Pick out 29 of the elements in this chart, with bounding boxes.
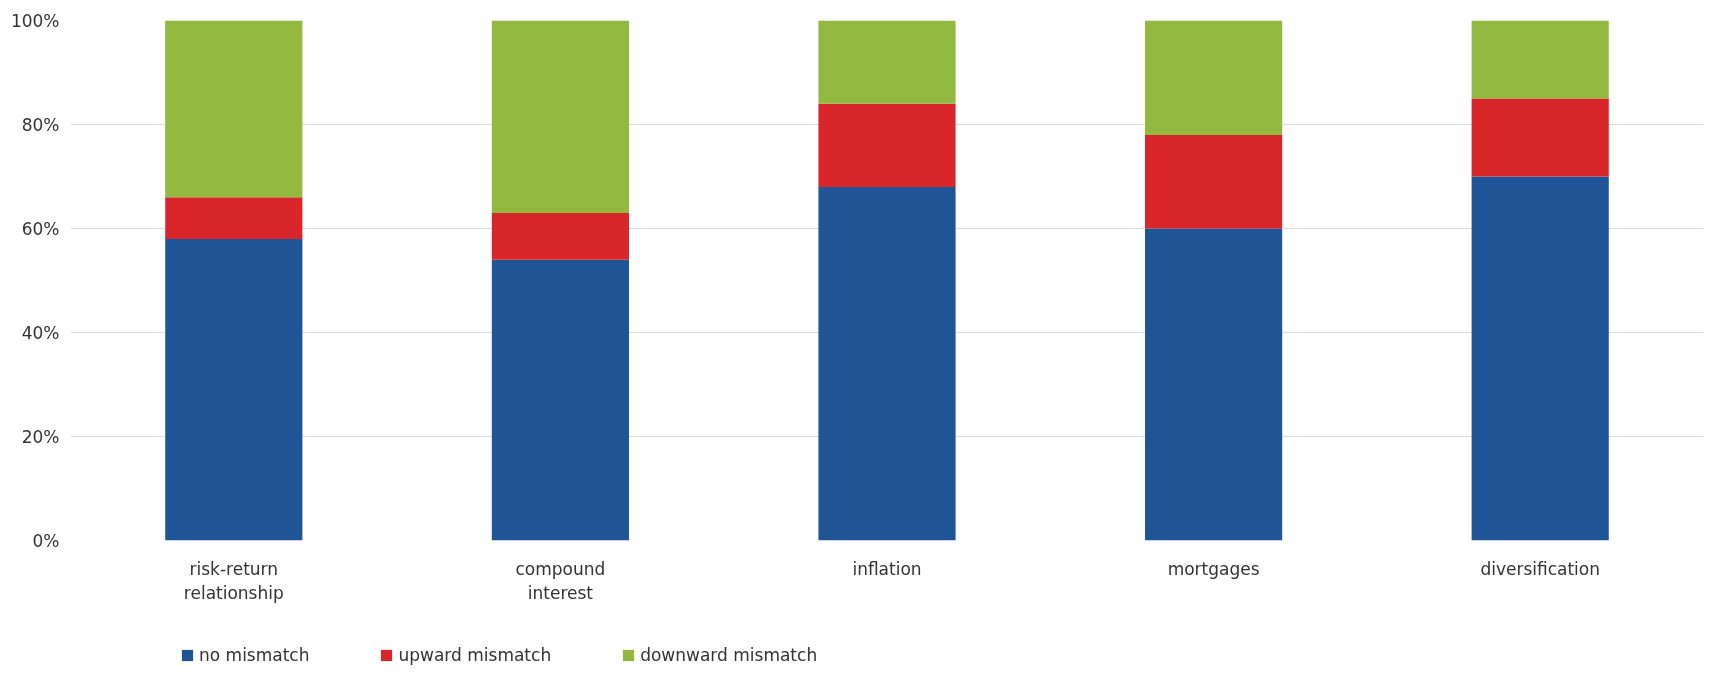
bar bbox=[1471, 20, 1609, 99]
bar bbox=[1471, 98, 1609, 177]
bar bbox=[165, 20, 303, 198]
y-tick-label: 100% bbox=[10, 10, 60, 31]
y-tick-label: 40% bbox=[21, 322, 60, 343]
legend-label: upward mismatch bbox=[398, 645, 552, 665]
bar bbox=[1471, 176, 1609, 541]
bar bbox=[818, 20, 956, 104]
y-tick-label: 20% bbox=[21, 426, 60, 447]
x-tick-label: diversification bbox=[1480, 558, 1601, 579]
x-tick-label: inflation bbox=[852, 558, 922, 579]
x-tick-label: mortgages bbox=[1167, 558, 1260, 579]
y-tick-label: 80% bbox=[21, 114, 60, 135]
legend-label: no mismatch bbox=[199, 645, 310, 665]
bar bbox=[165, 238, 303, 541]
bar bbox=[818, 103, 956, 187]
bar bbox=[1145, 228, 1283, 541]
y-tick-label: 0% bbox=[32, 530, 60, 551]
legend-label: downward mismatch bbox=[640, 645, 818, 665]
bar bbox=[491, 20, 629, 213]
bar bbox=[1145, 134, 1283, 229]
bar bbox=[491, 212, 629, 260]
y-tick-label: 60% bbox=[21, 218, 60, 239]
bar bbox=[818, 186, 956, 541]
bar bbox=[491, 259, 629, 541]
x-tick-label: risk-return relationship bbox=[183, 558, 284, 603]
x-tick-label: compound interest bbox=[515, 558, 606, 603]
bar bbox=[165, 197, 303, 239]
bar bbox=[1145, 20, 1283, 135]
